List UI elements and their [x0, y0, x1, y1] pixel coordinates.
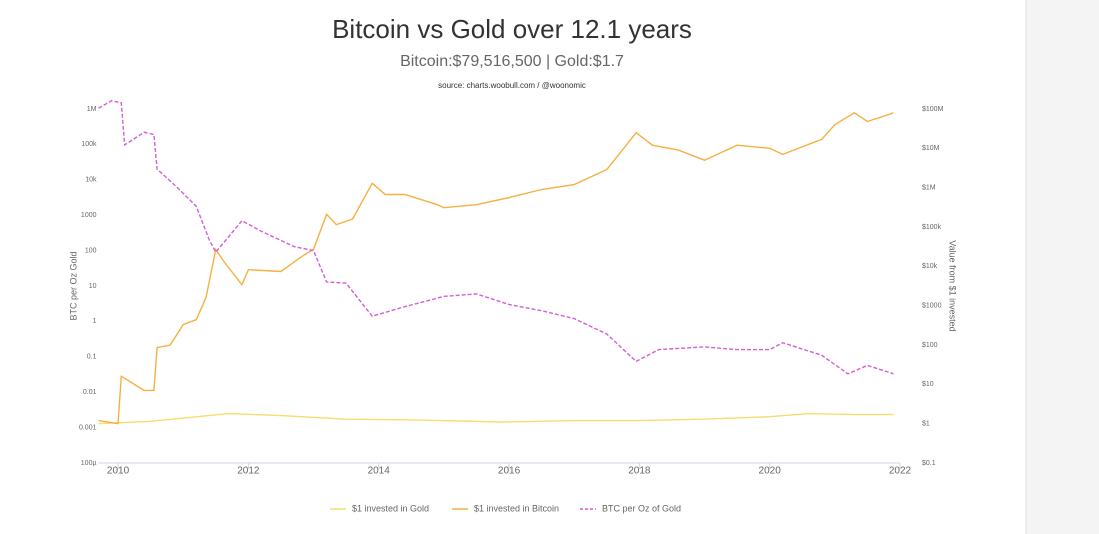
- y-tick-label: 1000: [81, 212, 97, 219]
- series-line: [98, 100, 894, 375]
- y2-tick-label: $10: [922, 381, 934, 388]
- chart-title: Bitcoin vs Gold over 12.1 years: [332, 14, 692, 44]
- y2-tick-label: $100k: [922, 224, 942, 231]
- y2-axis-title: Value from $1 invested: [948, 240, 958, 331]
- y-tick-label: 10k: [85, 177, 97, 184]
- y2-tick-label: $1M: [922, 185, 936, 192]
- legend-label: $1 invested in Bitcoin: [474, 503, 559, 513]
- x-tick-label: 2010: [107, 466, 130, 477]
- x-tick-label: 2022: [889, 466, 912, 477]
- side-panel: [1026, 0, 1099, 534]
- y-tick-label: 100: [85, 247, 97, 254]
- y-tick-label: 1: [93, 318, 97, 325]
- source: source: charts.woobull.com / @woonomic: [438, 81, 586, 90]
- y2-tick-label: $10k: [922, 263, 938, 270]
- x-tick-label: 2016: [498, 466, 521, 477]
- y2-tick-label: $10M: [922, 145, 940, 152]
- x-tick-label: 2012: [237, 466, 260, 477]
- y-tick-label: 0.001: [79, 424, 97, 431]
- y2-tick-label: $100M: [922, 106, 944, 113]
- series-line: [98, 111, 894, 425]
- y2-tick-label: $100: [922, 342, 938, 349]
- y2-tick-label: $1: [922, 421, 930, 428]
- y-tick-label: 0.01: [83, 389, 97, 396]
- series-line: [98, 412, 894, 425]
- y-tick-label: 100k: [81, 141, 97, 148]
- y-tick-label: 0.1: [87, 354, 97, 361]
- y-tick-label: 100µ: [81, 460, 97, 467]
- x-tick-label: 2014: [368, 466, 391, 477]
- legend-label: $1 invested in Gold: [352, 503, 429, 513]
- chart-subtitle: Bitcoin:$79,516,500 | Gold:$1.7: [400, 53, 624, 70]
- y-tick-label: 1M: [87, 106, 97, 113]
- legend-label: BTC per Oz of Gold: [602, 503, 681, 513]
- y2-tick-label: $0.1: [922, 460, 936, 467]
- x-tick-label: 2018: [628, 466, 651, 477]
- x-tick-label: 2020: [759, 466, 782, 477]
- y-tick-label: 10: [89, 283, 97, 290]
- y2-tick-label: $1000: [922, 303, 942, 310]
- y-axis-title: BTC per Oz Gold: [68, 251, 78, 320]
